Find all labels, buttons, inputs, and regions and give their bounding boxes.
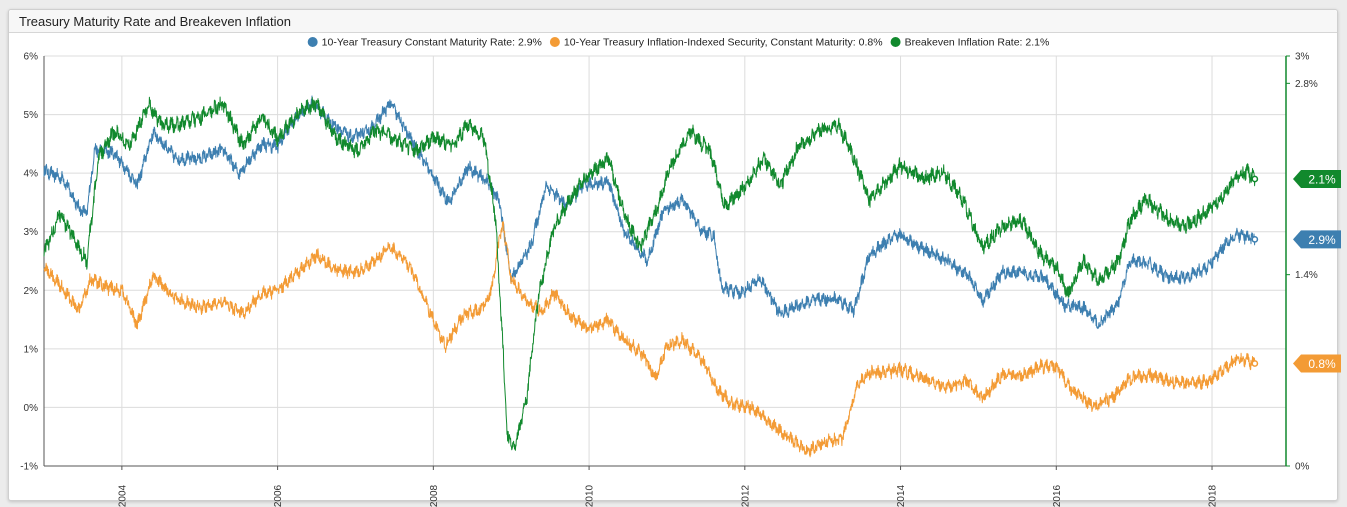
legend-label: 10-Year Treasury Constant Maturity Rate:…: [322, 37, 542, 49]
legend: 10-Year Treasury Constant Maturity Rate:…: [307, 37, 1050, 49]
legend-label: Breakeven Inflation Rate: 2.1%: [905, 37, 1050, 49]
last-value-badge-label: 2.9%: [1308, 233, 1336, 247]
x-tick-label: 2018: [1208, 484, 1219, 507]
last-value-badge: 0.8%: [1293, 354, 1341, 373]
plot-area: [44, 56, 1286, 466]
legend-marker: [549, 37, 560, 47]
last-value-badge-label: 0.8%: [1308, 357, 1336, 371]
chart-title: Treasury Maturity Rate and Breakeven Inf…: [19, 14, 291, 29]
x-tick-label: 2004: [117, 484, 128, 507]
y-left-tick-label: -1%: [20, 462, 38, 473]
series-endpoint-2: [1251, 360, 1259, 367]
x-tick-label: 2010: [585, 484, 596, 507]
series-line-3: [43, 96, 1256, 451]
chart-title-bar: Treasury Maturity Rate and Breakeven Inf…: [9, 10, 1337, 33]
x-tick-label: 2012: [740, 484, 751, 507]
y-left-tick-label: 5%: [24, 110, 39, 121]
last-value-badge-shape: [1293, 170, 1341, 188]
x-tick-label: 2014: [896, 484, 907, 507]
legend-marker: [307, 37, 318, 47]
series-line-2: [43, 221, 1256, 458]
y-left-tick-label: 6%: [24, 52, 39, 63]
last-value-badge-shape: [1293, 230, 1341, 249]
legend-marker: [890, 37, 901, 47]
y-right-tick-label: 2.8%: [1295, 79, 1318, 90]
y-right-tick-label: 0%: [1295, 462, 1310, 473]
x-tick-label: 2006: [273, 484, 284, 507]
last-value-badge-label: 2.1%: [1308, 173, 1336, 187]
legend-item-2[interactable]: 10-Year Treasury Inflation-Indexed Secur…: [549, 37, 883, 49]
y-left-tick-label: 3%: [24, 227, 39, 238]
y-left-tick-label: 2%: [24, 286, 39, 297]
legend-label: 10-Year Treasury Inflation-Indexed Secur…: [564, 37, 883, 49]
series-line-1: [43, 95, 1256, 330]
y-right-tick-label: 1.4%: [1295, 270, 1318, 281]
x-tick-label: 2016: [1052, 484, 1063, 507]
series-endpoint-3: [1251, 175, 1259, 183]
last-value-badge-shape: [1293, 354, 1341, 373]
legend-item-3[interactable]: Breakeven Inflation Rate: 2.1%: [890, 37, 1050, 49]
y-right-tick-label: 3%: [1295, 52, 1310, 63]
last-value-badge: 2.1%: [1293, 170, 1341, 188]
series-endpoint-1: [1251, 235, 1259, 243]
legend-item-1[interactable]: 10-Year Treasury Constant Maturity Rate:…: [307, 37, 542, 49]
y-left-tick-label: 4%: [24, 169, 39, 180]
y-left-tick-label: 1%: [24, 344, 39, 355]
y-left-tick-label: 0%: [24, 403, 39, 414]
last-value-badge: 2.9%: [1293, 230, 1341, 249]
x-tick-label: 2008: [429, 484, 440, 507]
